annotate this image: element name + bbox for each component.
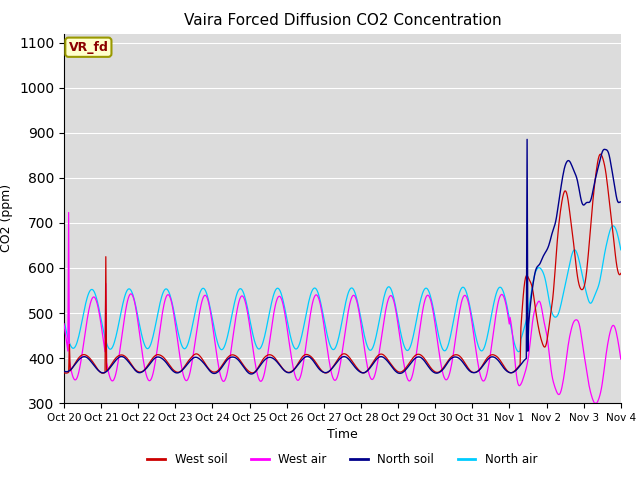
Legend: West soil, West air, North soil, North air: West soil, West air, North soil, North a… (143, 449, 542, 471)
Title: Vaira Forced Diffusion CO2 Concentration: Vaira Forced Diffusion CO2 Concentration (184, 13, 501, 28)
X-axis label: Time: Time (327, 429, 358, 442)
Text: VR_fd: VR_fd (68, 41, 108, 54)
Y-axis label: CO2 (ppm): CO2 (ppm) (1, 184, 13, 252)
